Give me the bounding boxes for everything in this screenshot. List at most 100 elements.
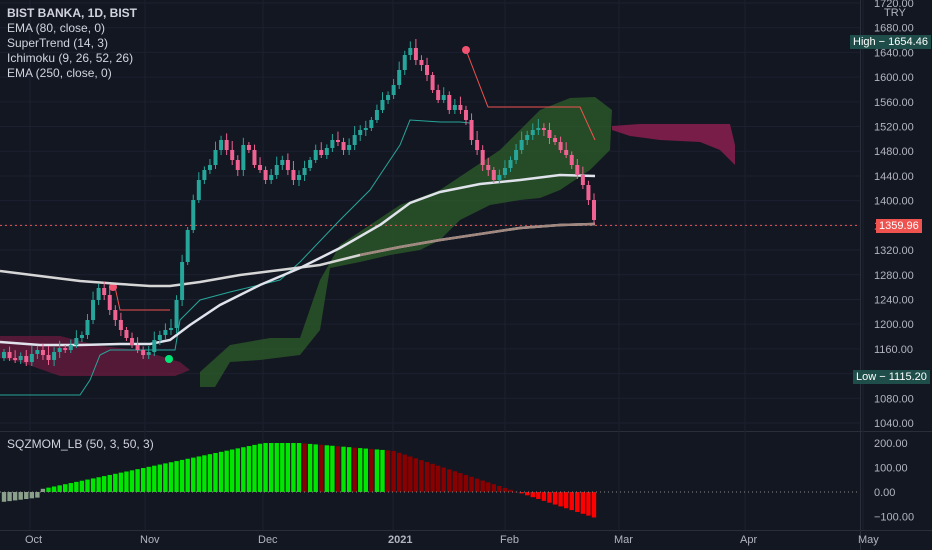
momentum-bar bbox=[107, 474, 112, 492]
candle bbox=[380, 100, 385, 110]
supertrend-down-2 bbox=[465, 49, 596, 141]
momentum-bar bbox=[552, 492, 558, 505]
candle bbox=[168, 328, 173, 330]
candle bbox=[525, 135, 530, 140]
candle bbox=[191, 200, 196, 230]
momentum-bar bbox=[235, 448, 240, 492]
momentum-bar bbox=[452, 471, 458, 492]
squeeze-momentum-histogram bbox=[0, 443, 860, 518]
momentum-bar bbox=[374, 449, 380, 492]
candle bbox=[519, 140, 524, 150]
candle bbox=[246, 145, 251, 150]
candle bbox=[330, 140, 335, 148]
momentum-bar bbox=[341, 446, 346, 492]
candle bbox=[174, 300, 179, 328]
candle bbox=[52, 352, 57, 360]
momentum-bar bbox=[569, 492, 574, 511]
indicator-supertrend[interactable]: SuperTrend (14, 3) bbox=[7, 36, 108, 50]
candle bbox=[369, 120, 374, 128]
momentum-bar bbox=[474, 478, 480, 492]
indicator-ema80[interactable]: EMA (80, close, 0) bbox=[7, 21, 106, 35]
momentum-bar bbox=[146, 466, 151, 492]
candle bbox=[469, 120, 474, 140]
candle bbox=[107, 295, 112, 310]
momentum-bar bbox=[358, 448, 363, 492]
momentum-bar bbox=[447, 469, 452, 492]
time-tick-label: May bbox=[858, 534, 879, 546]
indicator-ema250[interactable]: EMA (250, close, 0) bbox=[7, 66, 112, 80]
candle bbox=[85, 320, 90, 335]
candle bbox=[586, 185, 591, 200]
momentum-bar bbox=[280, 443, 285, 492]
momentum-bar bbox=[90, 478, 96, 492]
candle bbox=[219, 140, 224, 150]
ema-80-line bbox=[0, 173, 596, 347]
momentum-bar bbox=[18, 492, 23, 500]
momentum-bar bbox=[363, 448, 368, 492]
momentum-bar bbox=[307, 443, 313, 492]
momentum-bar bbox=[435, 465, 441, 492]
oscillator-tick-label: −100.00 bbox=[874, 512, 914, 524]
momentum-bar bbox=[519, 492, 524, 494]
candle bbox=[447, 95, 452, 110]
candle bbox=[163, 330, 168, 335]
indicator-sqzmom[interactable]: SQZMOM_LB (50, 3, 50, 3) bbox=[7, 437, 154, 451]
candle bbox=[363, 128, 368, 130]
price-tick-label: 1640.00 bbox=[874, 47, 914, 59]
candle bbox=[291, 170, 296, 180]
candle bbox=[230, 150, 235, 160]
candle bbox=[480, 150, 485, 165]
momentum-bar bbox=[168, 462, 174, 492]
time-tick-label: Dec bbox=[258, 534, 278, 546]
indicator-ichimoku[interactable]: Ichimoku (9, 26, 52, 26) bbox=[7, 51, 134, 65]
momentum-bar bbox=[113, 473, 118, 492]
symbol-title[interactable]: BIST BANKA, 1D, BIST bbox=[7, 6, 138, 20]
candle bbox=[185, 230, 190, 262]
momentum-bar bbox=[502, 487, 508, 492]
momentum-bar bbox=[74, 481, 79, 492]
momentum-bar bbox=[458, 473, 463, 492]
candle bbox=[541, 128, 546, 130]
momentum-bar bbox=[157, 464, 163, 492]
candle bbox=[558, 142, 563, 150]
candle bbox=[24, 356, 29, 362]
candle bbox=[430, 75, 435, 90]
price-tick-label: 1680.00 bbox=[874, 23, 914, 35]
high-price-tag: High − 1654.46 bbox=[850, 35, 931, 49]
candle bbox=[130, 338, 135, 345]
candle bbox=[335, 140, 340, 142]
candle bbox=[508, 160, 513, 168]
candle bbox=[419, 60, 424, 65]
momentum-bar bbox=[196, 456, 202, 492]
supertrend-buy-dot bbox=[165, 355, 173, 363]
momentum-bar bbox=[124, 471, 129, 492]
momentum-bar bbox=[46, 487, 51, 492]
candle bbox=[180, 262, 185, 300]
candle bbox=[530, 130, 535, 135]
candle bbox=[68, 345, 73, 350]
candle bbox=[13, 358, 18, 360]
candlesticks[interactable] bbox=[2, 39, 596, 366]
momentum-bar bbox=[191, 457, 196, 492]
candle bbox=[35, 350, 40, 354]
candle bbox=[391, 85, 396, 95]
momentum-bar bbox=[369, 449, 374, 492]
candle bbox=[408, 48, 413, 55]
momentum-bar bbox=[530, 492, 535, 498]
price-tick-label: 1400.00 bbox=[874, 196, 914, 208]
low-label: Low bbox=[856, 371, 877, 383]
candle bbox=[213, 150, 218, 165]
time-tick-label: Mar bbox=[614, 534, 633, 546]
candle bbox=[63, 348, 68, 350]
momentum-bar bbox=[202, 455, 207, 492]
candle bbox=[18, 356, 23, 360]
candle bbox=[113, 310, 118, 320]
price-tick-label: 1320.00 bbox=[874, 245, 914, 257]
oscillator-legend: SQZMOM_LB (50, 3, 50, 3) bbox=[7, 437, 154, 452]
momentum-bar bbox=[268, 443, 274, 492]
momentum-bar bbox=[12, 492, 18, 501]
price-tick-label: 1160.00 bbox=[874, 344, 913, 356]
candle bbox=[475, 140, 480, 150]
momentum-bar bbox=[402, 454, 407, 492]
